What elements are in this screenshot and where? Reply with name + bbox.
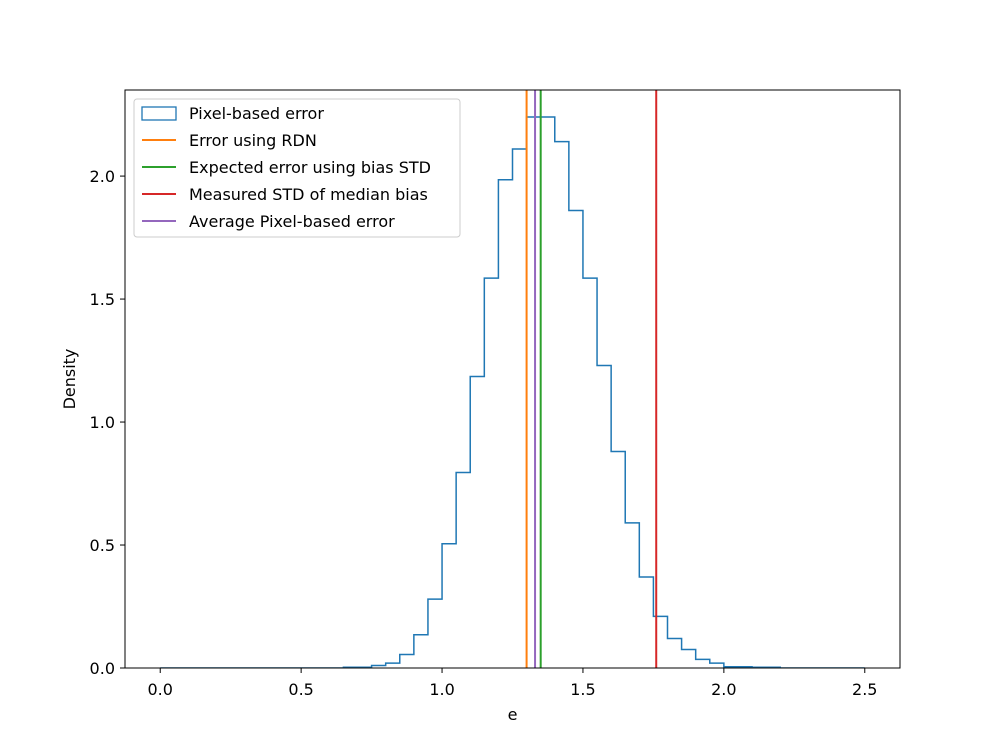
x-axis-ticks: 0.0 0.5 1.0 1.5 2.0 2.5 — [148, 668, 877, 699]
legend-label-pixel-based-error: Pixel-based error — [189, 104, 324, 123]
x-tick-label: 0.5 — [288, 680, 313, 699]
y-tick-label: 2.0 — [90, 167, 115, 186]
legend-line-entries: Error using RDN Expected error using bias… — [142, 131, 431, 231]
legend-box — [133, 98, 461, 238]
legend-label: Expected error using bias STD — [189, 158, 431, 177]
y-axis-label: Density — [60, 349, 79, 410]
legend-swatch-pixel-based-error — [141, 106, 177, 121]
plot-area — [160, 90, 865, 668]
x-tick-label: 1.5 — [570, 680, 595, 699]
y-tick-label: 0.0 — [90, 659, 115, 678]
legend-label: Measured STD of median bias — [189, 185, 428, 204]
y-tick-label: 1.5 — [90, 290, 115, 309]
legend-label: Average Pixel-based error — [189, 212, 395, 231]
y-tick-label: 1.0 — [90, 413, 115, 432]
axes: 0.0 0.5 1.0 1.5 2.0 2.5 0.0 0.5 1.0 1.5 2.0 e Den… — [60, 89, 901, 724]
y-tick-label: 0.5 — [90, 536, 115, 555]
y-axis-ticks: 0.0 0.5 1.0 1.5 2.0 — [90, 167, 125, 678]
legend-label: Error using RDN — [189, 131, 317, 150]
plot-frame — [124, 89, 901, 669]
x-axis-label: e — [508, 705, 518, 724]
x-tick-label: 2.5 — [852, 680, 877, 699]
legend: Pixel-based error Error using RDN Expecte… — [133, 98, 461, 238]
x-tick-label: 1.0 — [429, 680, 454, 699]
x-tick-label: 2.0 — [711, 680, 736, 699]
x-tick-label: 0.0 — [148, 680, 173, 699]
